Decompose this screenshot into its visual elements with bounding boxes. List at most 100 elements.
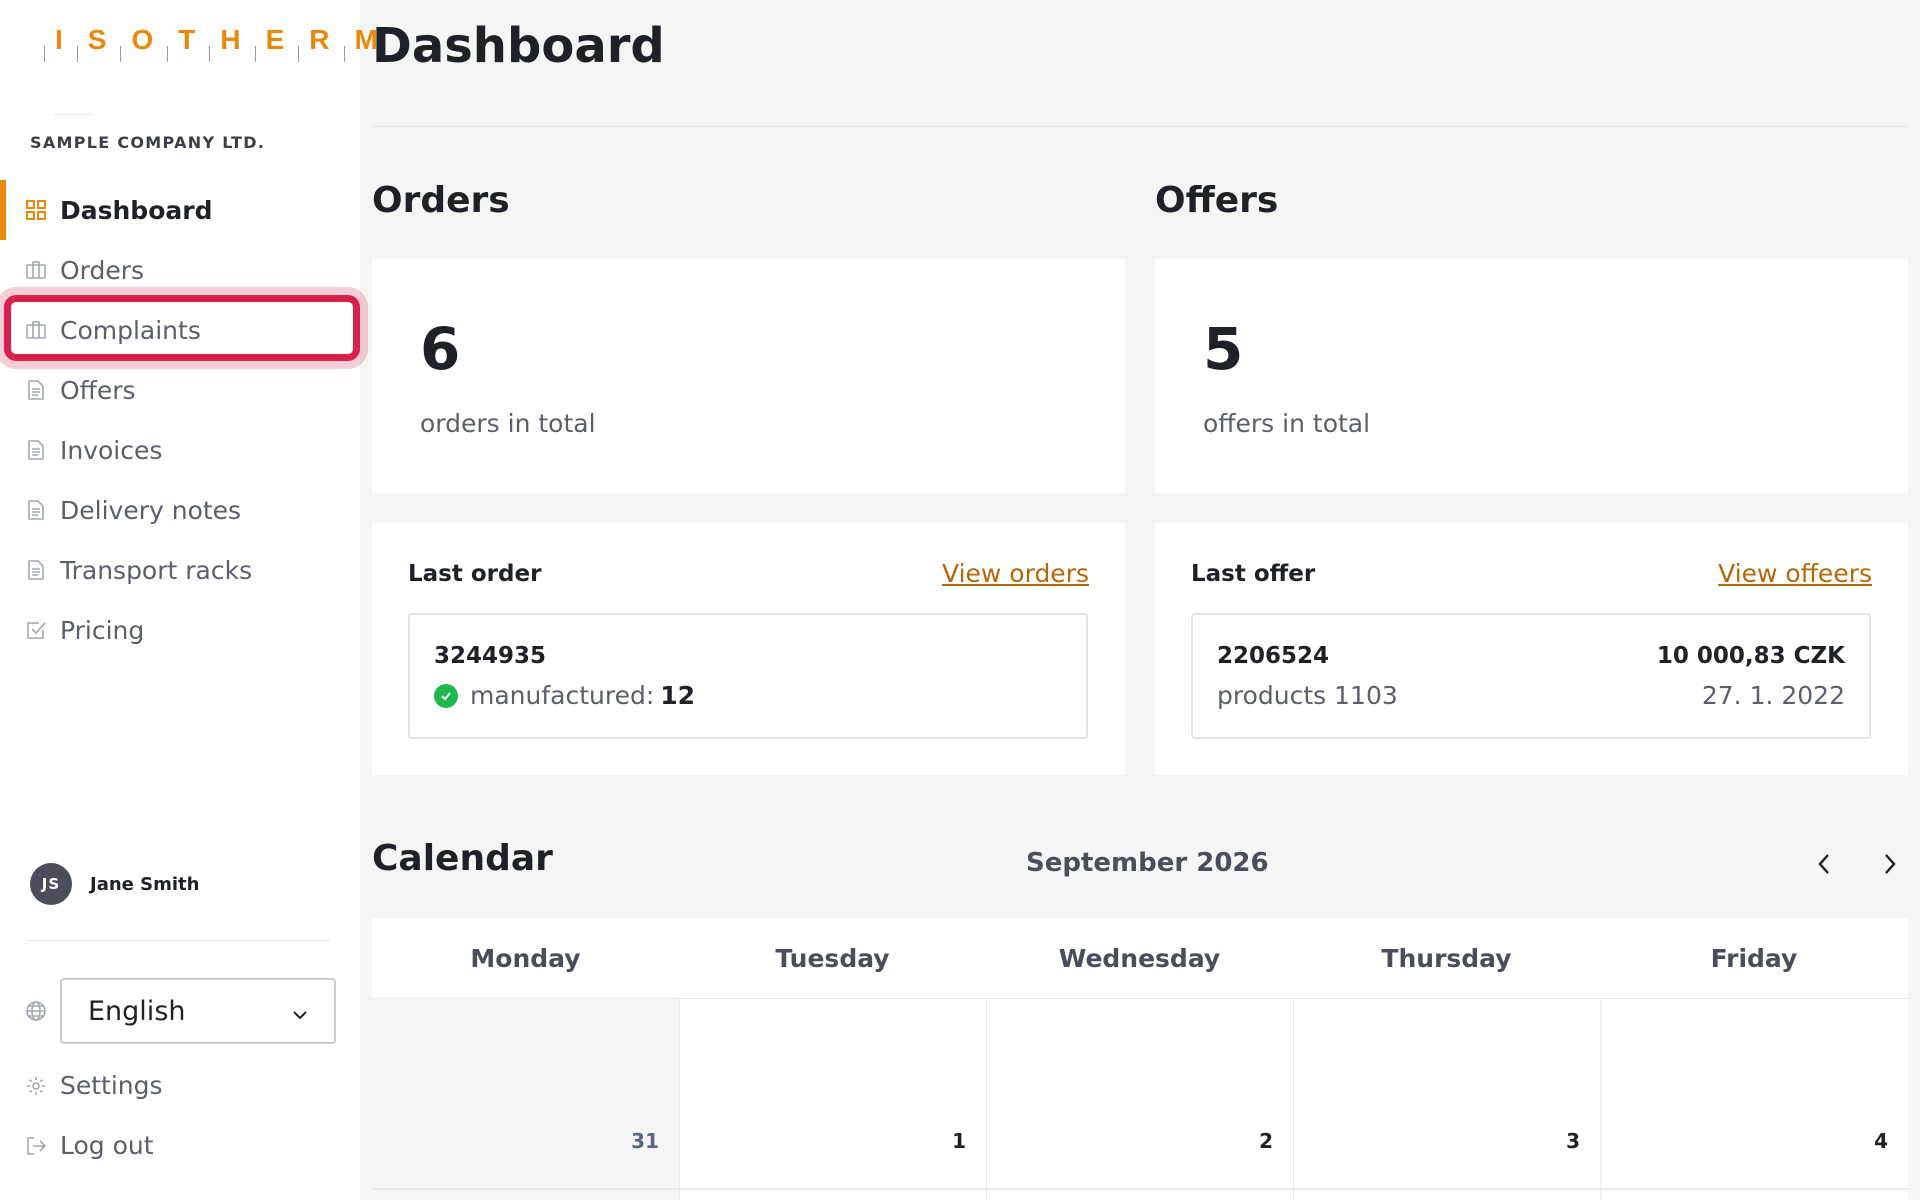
calendar-day[interactable]: 1 [679, 999, 986, 1200]
sidebar-item-label: Invoices [60, 435, 163, 465]
calendar-day-number: 4 [1874, 1129, 1888, 1153]
sidebar-item-complaints[interactable]: Complaints [0, 300, 360, 360]
page-title: Dashboard [372, 18, 665, 74]
gear-icon [24, 1074, 48, 1098]
sidebar-item-delivery-notes[interactable]: Delivery notes [0, 480, 360, 540]
isotherm-logo[interactable]: I S O T H E R M [44, 24, 392, 64]
calendar-day-number: 31 [631, 1129, 659, 1153]
logo-divider [54, 114, 94, 115]
sidebar-item-pricing[interactable]: Pricing [0, 600, 360, 660]
offers-total-card: 5 offers in total [1155, 259, 1908, 493]
weekday-header: Tuesday [775, 943, 890, 973]
language-select[interactable]: English [60, 978, 336, 1044]
sidebar-nav: Dashboard Orders Complaints Offers Invoi… [0, 180, 360, 660]
logo-letter: R [309, 24, 330, 55]
logout-label: Log out [60, 1131, 154, 1160]
avatar: JS [30, 863, 72, 905]
sidebar-item-label: Orders [60, 255, 145, 285]
order-status-value: 12 [660, 681, 696, 710]
logo-letter: T [178, 24, 196, 55]
logout-link[interactable]: Log out [24, 1131, 154, 1160]
calendar-header-divider [372, 998, 1908, 999]
globe-icon [24, 999, 48, 1023]
last-order-card: Last order View orders 3244935 manufactu… [372, 523, 1125, 775]
logo-letter: H [220, 24, 241, 55]
calendar-day[interactable]: 2 [986, 999, 1293, 1200]
orders-total-card: 6 orders in total [372, 259, 1125, 493]
language-select-value: English [88, 995, 186, 1027]
calendar-day-number: 3 [1566, 1129, 1580, 1153]
language-row: English [24, 978, 336, 1044]
weekday-header: Wednesday [1058, 943, 1221, 973]
view-offers-link[interactable]: View offeers [1718, 559, 1872, 588]
offer-products: products 1103 [1217, 681, 1398, 710]
sidebar-item-offers[interactable]: Offers [0, 360, 360, 420]
sidebar-item-label: Offers [60, 375, 136, 405]
weekday-header: Friday [1710, 943, 1798, 973]
logo-letter: E [265, 24, 285, 55]
sidebar-item-orders[interactable]: Orders [0, 240, 360, 300]
calendar-day-number: 1 [952, 1129, 966, 1153]
settings-label: Settings [60, 1071, 163, 1100]
title-divider [372, 126, 1908, 127]
logo-letter: I [55, 24, 63, 55]
sidebar-item-label: Delivery notes [60, 495, 242, 525]
last-order-heading: Last order [408, 561, 542, 587]
calendar-day[interactable]: 4 [1600, 999, 1908, 1200]
chevron-right-icon [1885, 854, 1896, 874]
calendar-day[interactable]: 3 [1293, 999, 1600, 1200]
calendar-grid: Monday Tuesday Wednesday Thursday Friday… [372, 918, 1908, 1200]
last-offer-heading: Last offer [1191, 561, 1316, 587]
last-order-item[interactable]: 3244935 manufactured: 12 [408, 613, 1088, 739]
orders-section-title: Orders [372, 180, 510, 221]
view-orders-link[interactable]: View orders [942, 559, 1089, 588]
orders-total-count: 6 [420, 315, 461, 383]
offers-section-title: Offers [1155, 180, 1279, 221]
document-icon [24, 378, 48, 402]
order-status-label: manufactured: [470, 681, 655, 710]
sidebar-item-invoices[interactable]: Invoices [0, 420, 360, 480]
user-profile[interactable]: JS Jane Smith [30, 863, 199, 905]
last-offer-item[interactable]: 2206524 products 1103 10 000,83 CZK 27. … [1191, 613, 1871, 739]
sidebar-item-label: Dashboard [60, 195, 213, 225]
briefcase-icon [24, 318, 48, 342]
checkbox-icon [24, 618, 48, 642]
order-status: manufactured: 12 [434, 681, 695, 710]
calendar-next-button[interactable] [1872, 846, 1908, 882]
calendar-prev-button[interactable] [1806, 846, 1842, 882]
document-icon [24, 438, 48, 462]
logo-letter: S [87, 24, 107, 55]
logo-letter: M [354, 24, 378, 55]
chevron-down-icon [292, 996, 308, 1027]
orders-total-label: orders in total [420, 409, 596, 438]
check-circle-icon [434, 683, 458, 708]
document-icon [24, 558, 48, 582]
weekday-header: Thursday [1381, 943, 1512, 973]
weekday-header: Monday [470, 943, 581, 973]
calendar-row-divider [372, 1188, 1908, 1190]
offer-amount: 10 000,83 CZK [1656, 643, 1845, 669]
calendar-title: Calendar [372, 838, 553, 879]
sidebar-item-label: Transport racks [60, 555, 253, 585]
sidebar-item-label: Pricing [60, 615, 145, 645]
offers-total-label: offers in total [1203, 409, 1371, 438]
sidebar-item-transport-racks[interactable]: Transport racks [0, 540, 360, 600]
calendar-day[interactable]: 31 [372, 999, 679, 1200]
logo-letter: O [131, 24, 154, 55]
briefcase-icon [24, 258, 48, 282]
calendar-month: September 2026 [1026, 848, 1269, 878]
offers-total-count: 5 [1203, 315, 1244, 383]
user-divider [28, 940, 330, 941]
grid-icon [24, 198, 48, 222]
sidebar-item-label: Complaints [60, 315, 201, 345]
sidebar: I S O T H E R M SAMPLE COMPANY LTD. Dash… [0, 0, 378, 1200]
order-number: 3244935 [434, 643, 547, 669]
offer-date: 27. 1. 2022 [1701, 681, 1845, 710]
company-name: SAMPLE COMPANY LTD. [30, 133, 266, 152]
offer-number: 2206524 [1217, 643, 1330, 669]
sidebar-item-dashboard[interactable]: Dashboard [0, 180, 360, 240]
settings-link[interactable]: Settings [24, 1071, 163, 1100]
user-name: Jane Smith [90, 873, 200, 895]
chevron-left-icon [1818, 854, 1829, 874]
calendar-day-number: 2 [1259, 1129, 1273, 1153]
